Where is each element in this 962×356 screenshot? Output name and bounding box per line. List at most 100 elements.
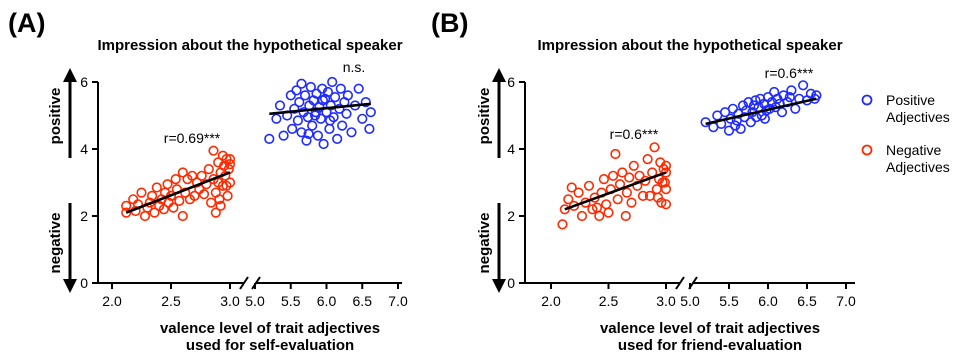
x-tick-label: 5.5 [281,293,301,309]
positive-data-point [337,120,348,131]
positive-data-point [750,95,761,106]
negative-data-point [563,194,574,205]
y-tick-label: 0 [80,275,88,291]
negative-data-point [224,159,236,170]
x-tick-label: 5.0 [245,293,265,309]
negative-data-point [621,187,633,198]
side-label-positive: positive [476,88,493,145]
negative-data-point [149,207,160,218]
panel-label: (A) [8,8,45,38]
negative-data-point [573,187,584,198]
positive-data-point [357,113,368,124]
negative-data-point [208,145,219,156]
positive-data-point [278,130,289,141]
x-tick-label: 5.0 [680,293,700,309]
negative-data-point [642,154,653,165]
negative-data-point [147,190,158,201]
side-label-negative: negative [47,213,64,274]
y-tick-label: 4 [80,141,88,157]
negative-data-point [139,210,151,222]
x-tick-label: 6.0 [758,293,778,309]
legend-label: Adjectives [886,109,950,125]
positive-data-point [317,95,329,106]
side-label-positive: positive [47,88,64,145]
positive-data-point [300,90,311,101]
negative-data-point [221,180,232,191]
positive-data-point [322,86,334,98]
positive-data-point [301,135,312,146]
positive-data-point [360,96,371,108]
positive-data-point [784,91,795,103]
positive-data-point [310,107,321,118]
negative-data-point [121,200,132,211]
negative-data-point [649,142,660,153]
negative-data-point [660,160,672,171]
negative-data-point [607,170,619,181]
positive-data-point [334,103,345,114]
positive-data-point [318,138,329,150]
negative-data-point [196,170,207,181]
negative-data-point [217,150,228,161]
positive-data-point [264,133,275,144]
positive-data-point [364,123,375,134]
negative-data-point [628,160,639,171]
negative-data-point [189,190,200,201]
negative-data-point [657,177,668,188]
negative-data-point [559,204,570,215]
positive-data-point [296,127,307,138]
negative-data-point [598,174,610,185]
negative-data-point [136,187,147,198]
negative-data-point [583,180,595,191]
negative-data-point [187,170,198,181]
arrow-down-icon [63,279,77,293]
negative-data-point [128,194,139,205]
positive-data-point [797,80,809,91]
positive-data-point [303,128,314,139]
negative-data-point [610,148,621,160]
positive-data-point [307,120,318,131]
negative-data-point [210,207,221,218]
negative-data-point [557,219,568,230]
negative-data-point [601,199,612,210]
y-tick-label: 6 [80,74,88,90]
x-tick-label: 6.5 [797,293,817,309]
axis-break-mark [239,276,249,290]
y-tick-label: 2 [507,208,515,224]
legend-marker [861,144,873,156]
negative-data-point [634,170,645,181]
positive-data-point [317,83,328,94]
x-tick-label: 7.0 [836,293,856,309]
negative-data-point [206,197,217,208]
negative-data-point [652,192,664,203]
positive-data-point [730,120,741,131]
negative-data-point [624,172,635,183]
x-tick-label: 6.5 [353,293,373,309]
negative-data-point [660,199,672,210]
x-axis-label: valence level of trait adjectives [160,320,380,337]
positive-data-point [315,113,326,124]
y-tick-label: 2 [80,208,88,224]
x-axis-label: valence level of trait adjectives [600,320,820,337]
positive-data-point [271,113,282,124]
regression-line [564,171,667,211]
x-tick-label: 2.5 [161,293,181,309]
positive-data-point [285,90,296,101]
positive-data-point [294,96,305,108]
legend-marker [861,94,873,106]
correlation-annotation: r=0.69*** [164,130,221,146]
positive-data-point [291,85,302,96]
arrow-up-icon [492,68,506,82]
positive-data-point [312,130,324,141]
regression-line [125,171,231,214]
regression-line [269,102,371,116]
regression-line [705,97,817,126]
positive-data-point [727,103,739,114]
x-tick-label: 2.0 [541,293,561,309]
positive-data-point [287,123,298,134]
negative-data-point [222,190,233,201]
chart-title: Impression about the hypothetical speake… [537,37,842,54]
negative-data-point [177,210,188,222]
correlation-annotation: n.s. [343,59,366,75]
negative-data-point [576,210,588,222]
